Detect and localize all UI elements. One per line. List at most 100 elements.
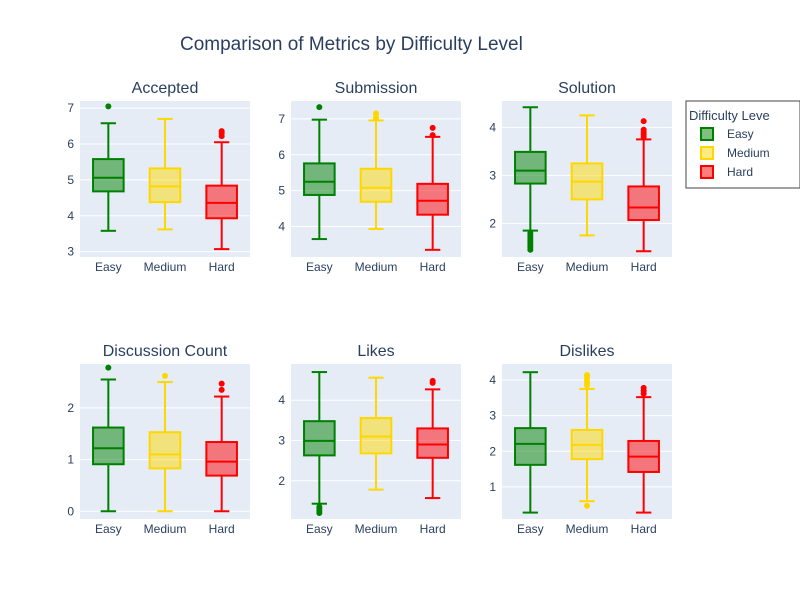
x-tick-label: Medium <box>566 522 609 536</box>
outlier-point[interactable] <box>527 230 534 236</box>
outlier-point[interactable] <box>316 503 323 510</box>
outlier-point[interactable] <box>640 118 647 125</box>
x-tick-label: Hard <box>420 522 446 536</box>
subplot-likes: 2 3 4 Likes Easy Medium Hard <box>278 343 461 536</box>
box-iqr <box>416 182 449 216</box>
x-tick-label: Hard <box>209 260 235 274</box>
box-easy[interactable] <box>92 103 125 232</box>
box-iqr <box>148 431 182 470</box>
x-tick-label: Easy <box>306 522 333 536</box>
x-tick-label: Easy <box>517 260 544 274</box>
outlier-point[interactable] <box>640 126 647 133</box>
y-tick-label: 2 <box>489 444 496 458</box>
box-easy[interactable] <box>514 106 547 253</box>
box-easy[interactable] <box>514 371 547 514</box>
box-hard[interactable] <box>416 377 449 500</box>
y-tick-label: 1 <box>67 453 74 467</box>
box-iqr <box>627 185 660 222</box>
subplot-dislikes: 1 2 3 4 Dislikes Easy Medium Hard <box>489 343 672 536</box>
y-tick-label: 3 <box>278 433 285 447</box>
legend-title: Difficulty Leve <box>689 108 770 123</box>
y-tick-label: 4 <box>489 373 496 387</box>
outlier-point[interactable] <box>162 372 168 379</box>
y-tick-label: 7 <box>278 112 285 126</box>
legend-item-medium[interactable]: Medium <box>700 146 770 160</box>
subplot-solution: 2 3 4 Solution Easy Medium Hard <box>489 80 672 274</box>
subplot-accepted: 3 4 5 6 7 Accepted Easy Medium Hard <box>67 80 250 274</box>
box-medium[interactable] <box>359 110 393 231</box>
legend-item-hard[interactable]: Hard <box>700 165 753 179</box>
outlier-point[interactable] <box>218 128 225 135</box>
outlier-point[interactable] <box>105 364 112 371</box>
legend-item-easy[interactable]: Easy <box>700 127 754 141</box>
y-tick-label: 6 <box>278 148 285 162</box>
box-easy[interactable] <box>92 364 125 513</box>
subplot-grid: 3 4 5 6 7 Accepted Easy Medium Hard 4 5 6 7 Submissio… <box>67 80 672 536</box>
y-tick-label: 6 <box>67 137 74 151</box>
x-tick-label: Hard <box>631 260 657 274</box>
box-easy[interactable] <box>303 104 336 241</box>
box-easy[interactable] <box>303 371 336 516</box>
outlier-point[interactable] <box>584 372 590 379</box>
subplot-title: Likes <box>357 343 394 360</box>
box-medium[interactable] <box>148 117 182 231</box>
outlier-point[interactable] <box>105 103 112 110</box>
outlier-point[interactable] <box>373 110 379 117</box>
y-tick-label: 2 <box>278 474 285 488</box>
subplot-title: Solution <box>558 80 616 97</box>
legend[interactable]: Difficulty Leve Easy Medium Hard <box>685 100 800 189</box>
x-tick-label: Hard <box>631 522 657 536</box>
box-iqr <box>359 167 393 203</box>
x-tick-label: Medium <box>144 260 187 274</box>
outlier-point[interactable] <box>584 502 590 509</box>
y-tick-label: 7 <box>67 101 74 115</box>
legend-label: Easy <box>727 127 754 141</box>
y-tick-label: 3 <box>489 409 496 423</box>
outlier-point[interactable] <box>429 132 436 139</box>
subplot-discussion-count: 0 1 2 Discussion Count Easy Medium Hard <box>67 343 250 536</box>
box-iqr <box>303 420 336 457</box>
outlier-point[interactable] <box>218 386 225 393</box>
box-medium[interactable] <box>359 376 393 491</box>
box-iqr <box>303 162 336 196</box>
outlier-point[interactable] <box>429 124 436 131</box>
subplot-title: Submission <box>335 80 418 97</box>
x-tick-label: Easy <box>306 260 333 274</box>
x-tick-label: Medium <box>355 522 398 536</box>
x-tick-label: Medium <box>566 260 609 274</box>
box-hard[interactable] <box>205 380 238 513</box>
x-tick-label: Hard <box>420 260 446 274</box>
outlier-point[interactable] <box>316 104 323 111</box>
chart-title: Comparison of Metrics by Difficulty Leve… <box>180 34 523 55</box>
subplot-submission: 4 5 6 7 Submission Easy Medium Hard <box>278 80 461 274</box>
box-hard[interactable] <box>205 128 238 251</box>
box-medium[interactable] <box>148 372 182 513</box>
y-tick-label: 2 <box>489 216 496 230</box>
x-tick-label: Hard <box>209 522 235 536</box>
y-tick-label: 4 <box>278 393 285 407</box>
legend-label: Hard <box>727 165 753 179</box>
box-iqr <box>92 158 125 193</box>
box-iqr <box>205 441 238 477</box>
y-tick-label: 3 <box>489 168 496 182</box>
box-hard[interactable] <box>627 384 660 514</box>
y-tick-label: 1 <box>489 480 496 494</box>
box-medium[interactable] <box>570 372 604 509</box>
subplot-title: Accepted <box>132 80 199 97</box>
y-tick-label: 5 <box>278 184 285 198</box>
legend-swatch <box>700 127 714 141</box>
y-tick-label: 3 <box>67 245 74 259</box>
box-hard[interactable] <box>627 118 660 253</box>
y-tick-label: 4 <box>278 220 285 234</box>
x-tick-label: Medium <box>355 260 398 274</box>
outlier-point[interactable] <box>218 380 225 387</box>
outlier-point[interactable] <box>640 384 647 391</box>
x-tick-label: Easy <box>95 522 122 536</box>
box-medium[interactable] <box>570 114 604 237</box>
legend-swatch <box>700 165 714 179</box>
legend-swatch <box>700 146 714 160</box>
outlier-point[interactable] <box>429 377 436 384</box>
box-hard[interactable] <box>416 124 449 251</box>
